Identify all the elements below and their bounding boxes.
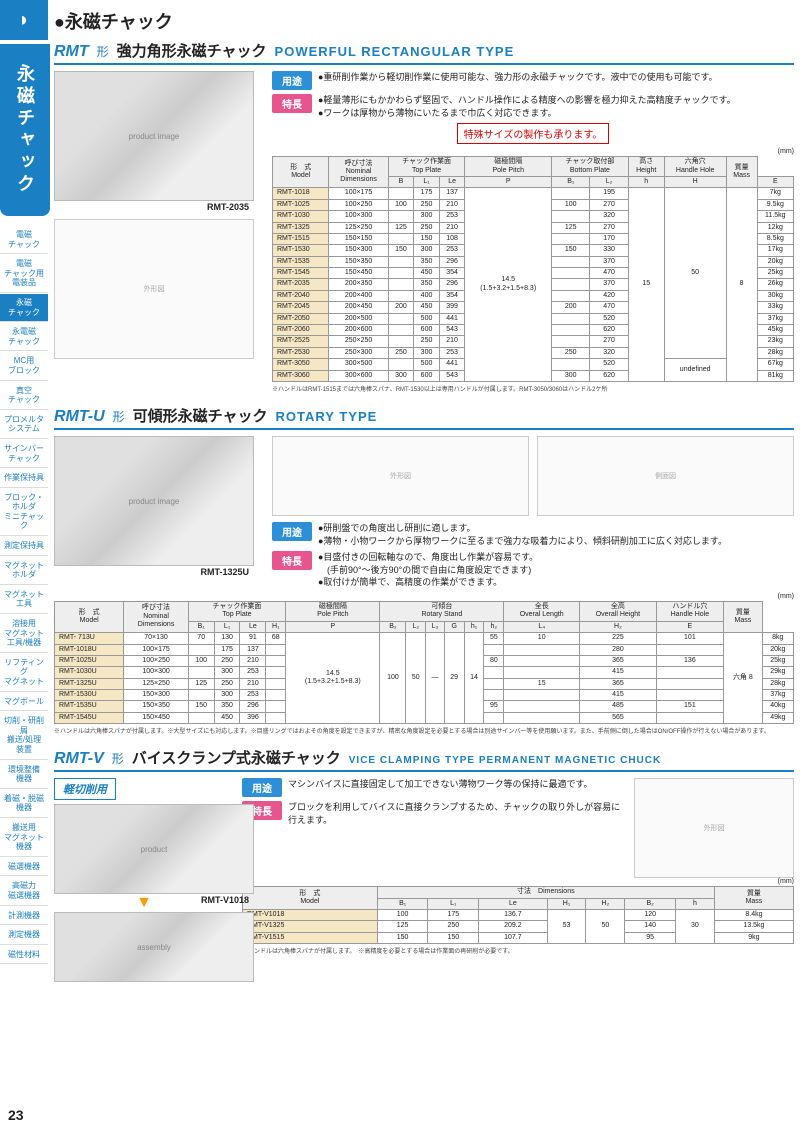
sidenav-item[interactable]: 搬送用 マグネット 機器: [0, 819, 48, 857]
assembly-image: assembly: [54, 912, 254, 982]
section-rmtv: RMT-V形 バイスクランプ式永磁チャック VICE CLAMPING TYPE…: [54, 747, 794, 982]
sidenav-item[interactable]: 高磁力 磁選機器: [0, 877, 48, 905]
sidenav-item[interactable]: マグボール: [0, 693, 48, 712]
product-photo: product image RMT-2035: [54, 71, 254, 201]
sidenav-item[interactable]: 着磁・脱磁 機器: [0, 790, 48, 818]
sidebar: ◗ 永磁チャック 電磁 チャック電磁 チャック用 電装品永磁 チャック永電磁 チ…: [0, 0, 48, 1131]
special-note: 特殊サイズの製作も承ります。: [457, 123, 610, 144]
section-title-en: POWERFUL RECTANGULAR TYPE: [275, 44, 515, 59]
section-rmtu: RMT-U形 可傾形永磁チャック ROTARY TYPE product ima…: [54, 405, 794, 735]
dimension-diagram: 外形図: [634, 778, 794, 878]
page-title: ●永磁チャック: [54, 8, 794, 34]
page-number: 23: [8, 1107, 24, 1123]
sidenav-item[interactable]: マグネット ホルダ: [0, 557, 48, 585]
rmtv-spec-table: 形 式 Model寸法 Dimensions質量 MassB₁L₁LeH₁H₂B…: [242, 886, 794, 944]
section-rmt: RMT形 強力角形永磁チャック POWERFUL RECTANGULAR TYP…: [54, 40, 794, 393]
sidenav-item[interactable]: 電磁 チャック用 電装品: [0, 255, 48, 293]
sidenav-item[interactable]: 電磁 チャック: [0, 226, 48, 254]
dimension-diagram: 外形図: [272, 436, 529, 516]
product-photo: product image RMT-1325U: [54, 436, 254, 566]
sidenav-item[interactable]: 永電磁 チャック: [0, 323, 48, 351]
sidenav-item[interactable]: 永磁 チャック: [0, 294, 48, 322]
sidenav-item[interactable]: リフティング マグネット: [0, 654, 48, 692]
rmtu-spec-table: 形 式 Model呼び寸法 Nominal Dimensionsチャック作業面 …: [54, 601, 794, 724]
feature-tag: 特長: [272, 94, 312, 113]
brand-logo: ◗: [0, 0, 48, 40]
product-photo: product RMT-V1018: [54, 804, 254, 894]
category-tab: 永磁チャック: [0, 44, 50, 216]
dimension-diagram: 外形図: [54, 219, 254, 359]
sidenav-item[interactable]: サインバー チャック: [0, 440, 48, 468]
main-content: ●永磁チャック RMT形 強力角形永磁チャック POWERFUL RECTANG…: [54, 8, 794, 994]
feature-text: ●軽量薄形にもかかわらず堅固で、ハンドル操作による精度への影響を極力抑えた高精度…: [318, 94, 794, 119]
section-title-jp: 強力角形永磁チャック: [117, 40, 267, 61]
badge: 軽切削用: [54, 778, 116, 800]
sidenav-item[interactable]: ブロック・ ホルダ ミニチャック: [0, 489, 48, 536]
sidenav-item[interactable]: 計測機器: [0, 907, 48, 926]
sidenav-item[interactable]: 真空 チャック: [0, 382, 48, 410]
photo-caption: RMT-2035: [207, 202, 249, 212]
sidenav-item[interactable]: 測定機器: [0, 926, 48, 945]
sidenav-item[interactable]: マグネット 工具: [0, 586, 48, 614]
dimension-diagram: 側面図: [537, 436, 794, 516]
side-nav: 電磁 チャック電磁 チャック用 電装品永磁 チャック永電磁 チャックMC用 ブロ…: [0, 226, 48, 964]
section-header: RMT形 強力角形永磁チャック POWERFUL RECTANGULAR TYP…: [54, 40, 794, 65]
table-footnote: ※ハンドルはRMT-1515までは六角棒スパナ、RMT-1530以上は専用ハンド…: [272, 384, 794, 393]
model-prefix: RMT: [54, 43, 89, 61]
logo-icon: ◗: [18, 9, 30, 32]
sidenav-item[interactable]: 磁選機器: [0, 858, 48, 877]
rmt-spec-table: 形 式 Model呼び寸法 Nominal Dimensionsチャック作業面 …: [272, 156, 794, 382]
sidenav-item[interactable]: 作業保持具: [0, 469, 48, 488]
sidenav-item[interactable]: 溶接用 マグネット 工具/機器: [0, 615, 48, 653]
sidenav-item[interactable]: 切削・研削屑 搬送/処理 装置: [0, 712, 48, 759]
sidenav-item[interactable]: 測定保持具: [0, 537, 48, 556]
sidenav-item[interactable]: プロメルタ システム: [0, 411, 48, 439]
sidenav-item[interactable]: 磁性材料: [0, 946, 48, 965]
use-tag: 用途: [272, 71, 312, 90]
use-text: ●重研削作業から軽切削作業に使用可能な、強力形の永磁チャックです。液中での使用も…: [318, 71, 794, 84]
sidenav-item[interactable]: 環境整備 機器: [0, 761, 48, 789]
sidenav-item[interactable]: MC用 ブロック: [0, 352, 48, 380]
